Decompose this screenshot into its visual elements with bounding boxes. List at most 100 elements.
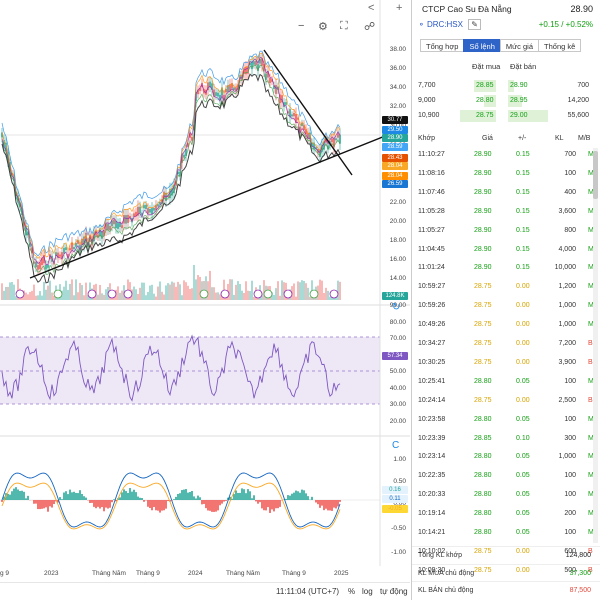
volume-bar xyxy=(155,296,157,300)
ask-price: 28.95 xyxy=(510,97,528,104)
macd-histogram-bar xyxy=(113,499,115,500)
share-icon[interactable]: < xyxy=(368,2,375,14)
macd-histogram-bar xyxy=(319,500,321,508)
tab-summary[interactable]: Tổng hợp xyxy=(420,39,464,52)
macd-histogram-bar xyxy=(289,495,291,500)
chart-area[interactable]: < + − ⚙ ⛶ ☍ 38.00 36.00 34.00 32.00 30.00 28.… xyxy=(0,0,410,600)
price-axis-label: 36.00 xyxy=(389,65,406,73)
volume-bar xyxy=(239,283,241,300)
candle-body xyxy=(63,247,65,254)
candle-body xyxy=(257,64,259,72)
trade-time: 11:10:27 xyxy=(418,151,445,158)
trade-row[interactable]: 10:25:41 28.80 0.05 100 M xyxy=(412,373,600,392)
macd-histogram-bar xyxy=(109,500,111,508)
tab-price-levels[interactable]: Mức giá xyxy=(499,39,539,52)
trade-row[interactable]: 10:10:02 28.75 0.00 600 B xyxy=(412,543,600,562)
event-marker xyxy=(283,289,293,299)
trade-row[interactable]: 10:24:14 28.75 0.00 2,500 B xyxy=(412,392,600,411)
ask-volume: 14,200 xyxy=(567,97,589,104)
macd-histogram-bar xyxy=(33,500,35,504)
price-marker: 28.04 xyxy=(382,162,408,170)
trade-row[interactable]: 10:20:33 28.80 0.05 100 M xyxy=(412,486,600,505)
percent-toggle[interactable]: % xyxy=(348,587,356,596)
macd-histogram-bar xyxy=(329,500,331,511)
volume-bar xyxy=(139,287,141,300)
macd-histogram-bar xyxy=(17,489,19,500)
macd-histogram-bar xyxy=(115,500,117,502)
candle-body xyxy=(299,126,301,133)
log-toggle[interactable]: log xyxy=(362,587,373,596)
trade-price: 28.75 xyxy=(474,547,492,555)
tab-statistics[interactable]: Thống kê xyxy=(538,39,582,52)
candle-body xyxy=(247,66,249,74)
candle-body xyxy=(311,142,313,147)
trade-row[interactable]: 11:05:28 28.90 0.15 3,600 M xyxy=(412,203,600,222)
orderbook-row[interactable]: 9,000 28.80 28.95 14,200 xyxy=(412,94,600,108)
macd-histogram-bar xyxy=(139,497,141,500)
candle-body xyxy=(287,111,289,114)
macd-histogram-bar xyxy=(181,490,183,500)
volume-bar xyxy=(187,285,189,300)
trade-row[interactable]: 11:10:27 28.90 0.15 700 M xyxy=(412,146,600,165)
trade-row[interactable]: 11:01:24 28.90 0.15 10,000 M xyxy=(412,259,600,278)
event-marker xyxy=(53,289,63,299)
trade-row[interactable]: 11:07:46 28.90 0.15 400 M xyxy=(412,184,600,203)
candle-body xyxy=(331,138,333,143)
trade-volume: 100 xyxy=(564,415,576,423)
trade-row[interactable]: 10:34:27 28.75 0.00 7,200 B xyxy=(412,335,600,354)
candle-body xyxy=(199,87,201,91)
refresh-icon[interactable]: C xyxy=(392,440,400,451)
refresh-icon[interactable]: ↻ xyxy=(392,302,401,313)
price-chart[interactable] xyxy=(0,0,410,582)
trade-row[interactable]: 10:59:27 28.75 0.00 1,200 M xyxy=(412,278,600,297)
candle-body xyxy=(335,138,337,141)
add-icon[interactable]: + xyxy=(396,2,403,14)
volume-bar xyxy=(281,280,283,300)
rsi-axis-label: 20.00 xyxy=(389,417,406,425)
volume-bar xyxy=(271,292,273,300)
trade-time: 10:59:26 xyxy=(418,302,446,310)
trade-scrollbar[interactable] xyxy=(593,148,598,543)
trade-row[interactable]: 11:04:45 28.90 0.15 4,000 M xyxy=(412,241,600,260)
candle-body xyxy=(211,83,213,90)
camera-icon[interactable]: ☍ xyxy=(364,21,376,33)
trade-side: B xyxy=(588,396,593,404)
trade-row[interactable]: 10:23:39 28.85 0.10 300 M xyxy=(412,430,600,449)
macd-histogram-bar xyxy=(239,492,241,500)
volume-bar xyxy=(275,288,277,300)
trade-row[interactable]: 10:09:30 28.75 0.00 500 B xyxy=(412,562,600,581)
orderbook-row[interactable]: 7,700 28.85 28.90 700 xyxy=(412,79,600,93)
fullscreen-icon[interactable]: ⛶ xyxy=(340,20,348,32)
trade-row[interactable]: 10:23:58 28.80 0.05 100 M xyxy=(412,411,600,430)
edit-icon[interactable]: ✎ xyxy=(468,19,481,30)
volume-bar xyxy=(121,290,123,300)
trade-row[interactable]: 10:19:14 28.80 0.05 200 M xyxy=(412,505,600,524)
auto-toggle[interactable]: tự động xyxy=(380,587,408,596)
orderbook-row[interactable]: 10,900 28.75 29.00 55,600 xyxy=(412,109,600,123)
scroll-thumb[interactable] xyxy=(593,151,598,199)
trade-row[interactable]: 11:05:27 28.90 0.15 800 M xyxy=(412,222,600,241)
settings-icon[interactable]: ⚙ xyxy=(318,21,328,33)
trade-row[interactable]: 10:30:25 28.75 0.00 3,900 B xyxy=(412,354,600,373)
trade-row[interactable]: 10:22:35 28.80 0.05 100 M xyxy=(412,467,600,486)
trade-row[interactable]: 10:59:26 28.75 0.00 1,000 M xyxy=(412,297,600,316)
trade-time: 10:23:58 xyxy=(418,415,446,423)
time-axis-label: Tháng 9 xyxy=(282,570,306,577)
trade-row[interactable]: 10:23:14 28.80 0.05 1,000 M xyxy=(412,448,600,467)
trade-side: M xyxy=(588,472,594,480)
trade-row[interactable]: 10:49:26 28.75 0.00 1,000 M xyxy=(412,316,600,335)
trade-change: 0.05 xyxy=(516,472,530,480)
macd-histogram-bar xyxy=(229,496,231,500)
macd-histogram-bar xyxy=(173,499,175,500)
macd-histogram-bar xyxy=(77,493,79,500)
macd-histogram-bar xyxy=(65,491,67,500)
minus-icon[interactable]: − xyxy=(298,20,305,32)
trade-change: 0.05 xyxy=(516,491,530,499)
ticker-link[interactable]: ⚬ DRC:HSX ✎ xyxy=(418,19,481,30)
volume-bar xyxy=(135,289,137,300)
candle-body xyxy=(43,254,45,264)
trade-row[interactable]: 11:08:16 28.90 0.15 100 M xyxy=(412,165,600,184)
tab-orderbook[interactable]: Sổ lệnh xyxy=(463,39,500,52)
trade-row[interactable]: 10:14:21 28.80 0.05 100 M xyxy=(412,524,600,543)
candle-body xyxy=(307,132,309,139)
